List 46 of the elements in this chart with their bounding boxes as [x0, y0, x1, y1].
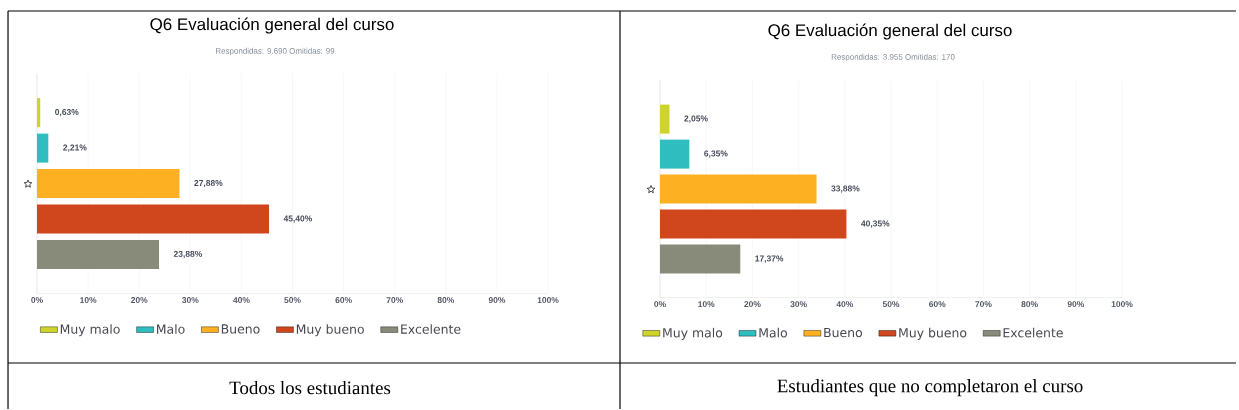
- x-tick-label: 30%: [182, 297, 199, 304]
- data-label: 2,05%: [684, 115, 708, 123]
- text: Estudiantes que no completaron el curso: [777, 379, 1083, 397]
- x-tick-label: 60%: [335, 297, 352, 304]
- x-tick-label: 40%: [836, 301, 854, 308]
- data-label: 17,37%: [755, 255, 784, 263]
- data-label: 27,88%: [194, 180, 223, 188]
- text: Todos los estudiantes: [229, 381, 391, 395]
- legend-label: Malo: [759, 328, 787, 338]
- x-tick-label: 70%: [386, 297, 403, 304]
- legend-label: Muy malo: [60, 324, 120, 337]
- data-label: 40,35%: [861, 220, 890, 228]
- legend-label: Malo: [157, 324, 185, 335]
- x-tick-label: 0%: [654, 301, 666, 308]
- x-tick-label: 30%: [790, 301, 807, 308]
- x-tick-label: 20%: [131, 297, 148, 304]
- data-label: 45,40%: [283, 215, 313, 223]
- legend-label: Excelente: [1003, 328, 1063, 338]
- legend-label: Muy malo: [663, 328, 723, 341]
- data-label: 33,88%: [831, 185, 860, 193]
- data-label: 6,35%: [704, 150, 728, 158]
- legend-label: Bueno: [221, 324, 260, 334]
- x-tick-label: 10%: [698, 301, 715, 308]
- x-tick-label: 80%: [1021, 301, 1038, 308]
- x-tick-label: 80%: [437, 297, 455, 304]
- x-tick-label: 90%: [488, 297, 506, 304]
- chart-title: Q6 Evaluación general del curso: [150, 17, 394, 34]
- legend-label: Excelente: [401, 324, 461, 335]
- data-label: 2,21%: [63, 144, 87, 152]
- x-tick-label: 40%: [233, 297, 250, 304]
- x-tick-label: 0%: [31, 297, 43, 304]
- data-label: 0,63%: [55, 109, 79, 117]
- x-tick-label: 100%: [537, 297, 559, 304]
- legend-label: Muy bueno: [899, 328, 967, 341]
- x-tick-label: 60%: [929, 301, 946, 308]
- legend-label: Bueno: [824, 328, 862, 338]
- x-tick-label: 50%: [882, 301, 900, 308]
- x-tick-label: 10%: [80, 297, 97, 304]
- data-label: 23,88%: [173, 251, 203, 259]
- x-tick-label: 90%: [1067, 301, 1085, 308]
- chart-title: Q6 Evaluación general del curso: [768, 23, 1012, 40]
- x-tick-label: 70%: [975, 301, 992, 308]
- x-tick-label: 100%: [1111, 301, 1133, 308]
- x-tick-label: 50%: [284, 297, 301, 304]
- legend-label: Muy bueno: [296, 324, 364, 337]
- x-tick-label: 20%: [744, 301, 761, 308]
